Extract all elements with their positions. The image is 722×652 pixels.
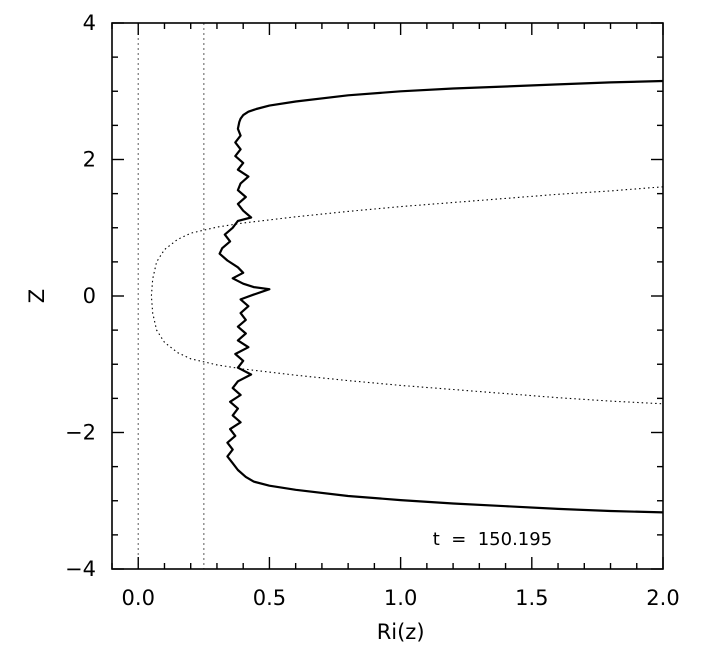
y-tick-label: −2 <box>65 421 96 445</box>
x-axis-label: Ri(z) <box>377 620 425 644</box>
time-annotation: t = 150.195 <box>433 529 552 550</box>
y-tick-label: 4 <box>83 11 96 35</box>
x-tick-label: 0.0 <box>122 586 155 610</box>
solid-curve-0 <box>218 79 664 514</box>
y-axis-label: Z <box>25 289 49 303</box>
plot-frame <box>111 22 664 570</box>
x-tick-labels: 0.0 0.5 1.0 1.5 2.0 <box>122 586 680 610</box>
tick-marks <box>111 22 664 570</box>
x-tick-label: 0.5 <box>253 586 286 610</box>
data-series <box>150 79 664 514</box>
x-tick-label: 2.0 <box>646 586 679 610</box>
reference-lines <box>137 23 205 569</box>
x-tick-label: 1.5 <box>515 586 548 610</box>
y-tick-label: 0 <box>83 284 96 308</box>
x-tick-label: 1.0 <box>384 586 417 610</box>
y-tick-label: −4 <box>65 557 96 581</box>
dotted-curve-1 <box>150 186 664 405</box>
y-tick-labels: −4 −2 0 2 4 <box>65 11 96 581</box>
y-tick-label: 2 <box>83 148 96 172</box>
